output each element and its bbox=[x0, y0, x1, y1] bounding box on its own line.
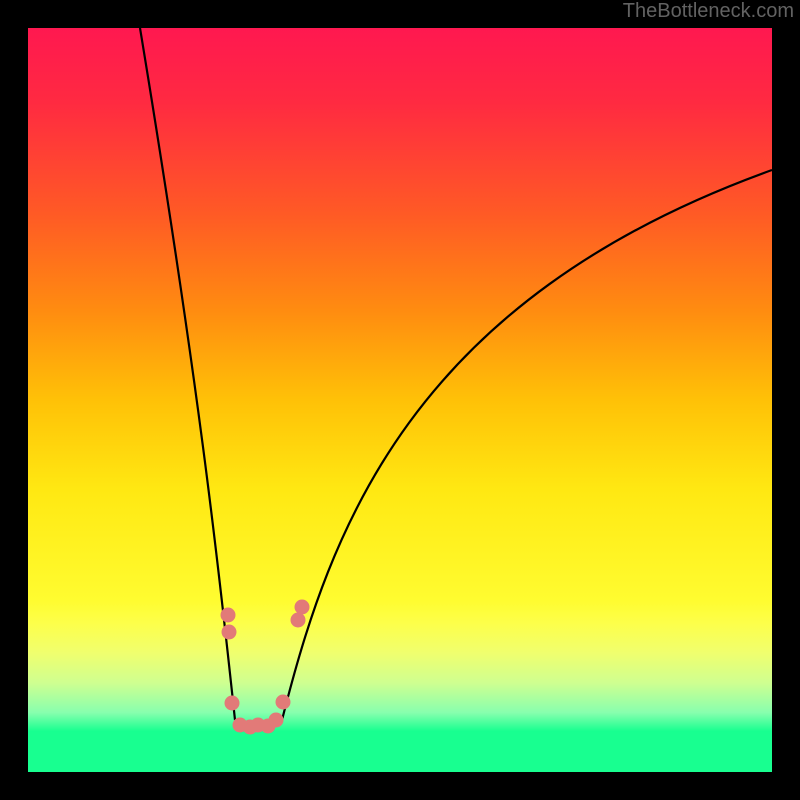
attribution-watermark: TheBottleneck.com bbox=[623, 0, 794, 23]
trough-dot bbox=[269, 713, 284, 728]
trough-dot bbox=[222, 625, 237, 640]
gradient-plot-area bbox=[28, 28, 772, 772]
trough-dot bbox=[295, 600, 310, 615]
chart-container: TheBottleneck.com bbox=[0, 0, 800, 800]
attribution-text: TheBottleneck.com bbox=[623, 0, 794, 22]
trough-dot bbox=[276, 695, 291, 710]
trough-dot bbox=[225, 696, 240, 711]
trough-dot bbox=[291, 613, 306, 628]
bottleneck-curve-chart bbox=[0, 0, 800, 800]
trough-dot bbox=[221, 608, 236, 623]
